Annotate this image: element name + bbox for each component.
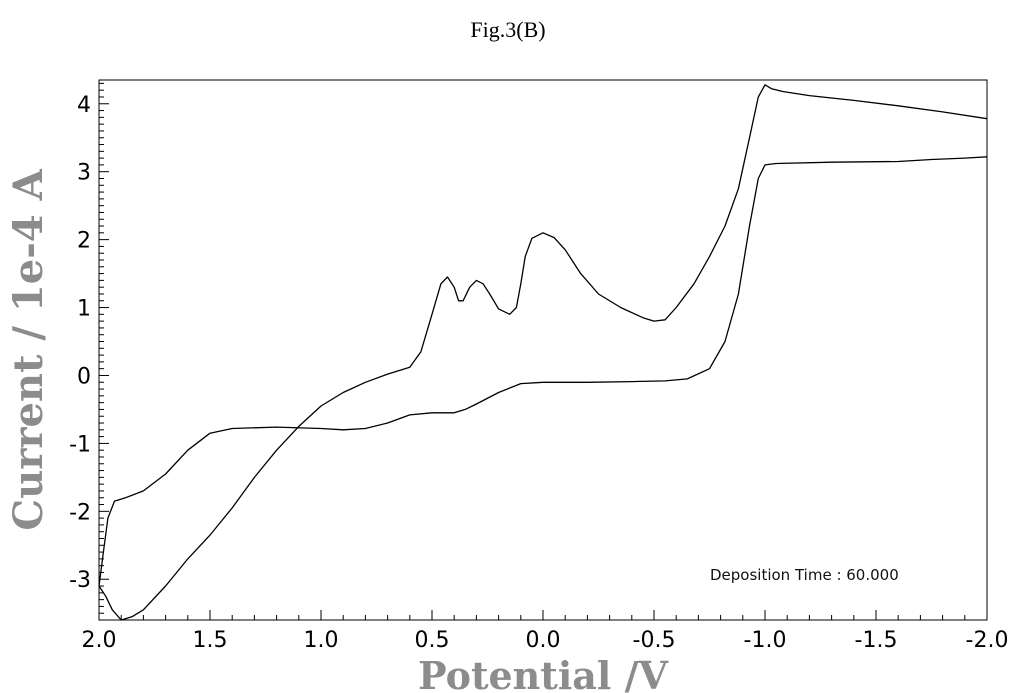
- y-tick-label: 3: [77, 161, 91, 186]
- y-tick-label: 0: [77, 364, 91, 389]
- y-tick-label: 1: [77, 297, 91, 322]
- y-tick-label: 2: [77, 229, 91, 254]
- deposition-time-annotation: Deposition Time : 60.000: [710, 566, 899, 584]
- lower-branch-curve: [98, 156, 988, 587]
- plot-frame: [98, 79, 988, 621]
- series-group: [98, 84, 988, 621]
- x-tick-label: -1.5: [855, 628, 898, 653]
- y-tick-label: 4: [77, 93, 91, 118]
- x-tick-label: 2.0: [82, 628, 117, 653]
- tick-labels: 2.0 1.5 1.0 0.5 0.0 -0.5 -1.0 -1.5 -2.0 4 3 2 1 0 -1 -2…: [69, 93, 1008, 653]
- y-tick-label: -1: [69, 432, 91, 457]
- x-tick-label: -2.0: [966, 628, 1009, 653]
- figure-title: Fig.3(B): [470, 17, 546, 42]
- x-tick-label: 1.5: [193, 628, 228, 653]
- x-tick-label: -1.0: [744, 628, 787, 653]
- x-axis-title: Potential /V: [418, 653, 669, 693]
- x-tick-label: 1.0: [304, 628, 339, 653]
- x-tick-label: -0.5: [633, 628, 676, 653]
- axis-ticks: [98, 82, 988, 621]
- x-tick-label: 0.0: [526, 628, 561, 653]
- y-axis-title: Current / 1e-4 A: [5, 168, 52, 530]
- upper-branch-curve: [98, 84, 988, 621]
- x-tick-label: 0.5: [415, 628, 450, 653]
- y-tick-label: -3: [69, 568, 91, 593]
- y-tick-label: -2: [69, 500, 91, 525]
